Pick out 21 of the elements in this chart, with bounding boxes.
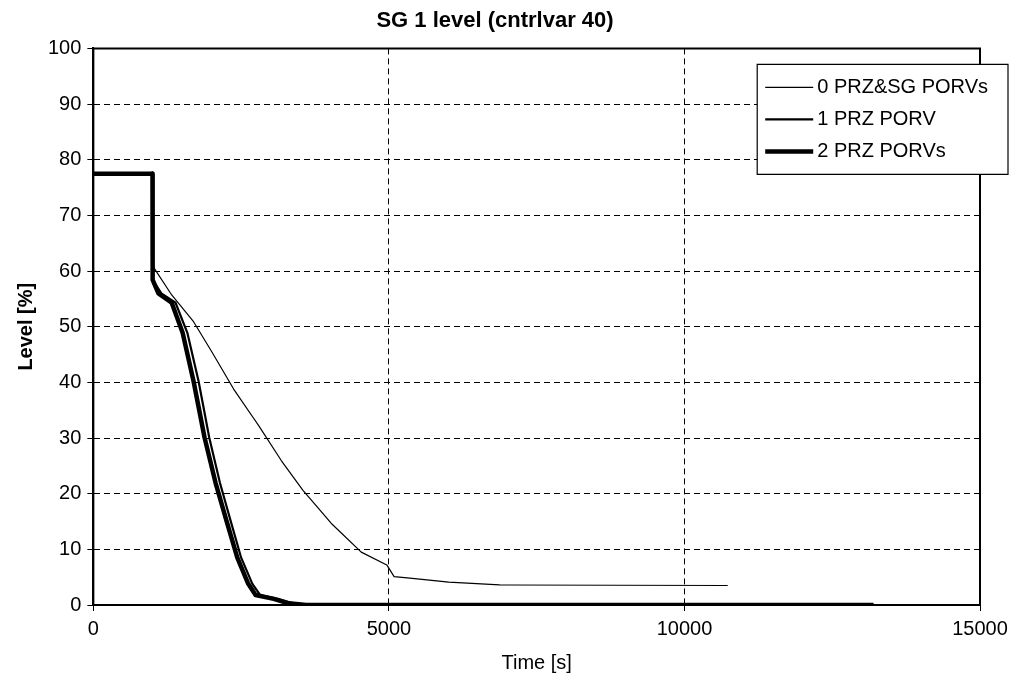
y-tick-label: 70 (59, 202, 82, 225)
legend-label: 2 PRZ PORVs (817, 138, 946, 161)
y-tick-label: 30 (59, 425, 82, 448)
legend-label: 0 PRZ&SG PORVs (817, 74, 989, 97)
y-tick-label: 90 (59, 91, 82, 114)
y-tick-label: 10 (59, 536, 82, 559)
x-tick-label: 0 (87, 616, 99, 639)
x-tick-label: 5000 (366, 616, 412, 639)
y-tick-label: 0 (70, 592, 82, 615)
chart-title: SG 1 level (cntrlvar 40) (376, 7, 614, 33)
x-tick-label: 15000 (952, 616, 1008, 639)
y-axis-title: Level [%] (13, 282, 36, 371)
x-tick-label: 10000 (656, 616, 713, 639)
y-tick-label: 80 (59, 147, 82, 170)
y-tick-label: 20 (59, 481, 82, 504)
x-axis-title: Time [s] (501, 650, 572, 673)
y-tick-label: 100 (47, 35, 82, 58)
y-tick-label: 50 (59, 314, 82, 337)
y-tick-label: 40 (59, 369, 82, 392)
legend-label: 1 PRZ PORV (817, 106, 937, 129)
y-tick-label: 60 (59, 258, 82, 281)
